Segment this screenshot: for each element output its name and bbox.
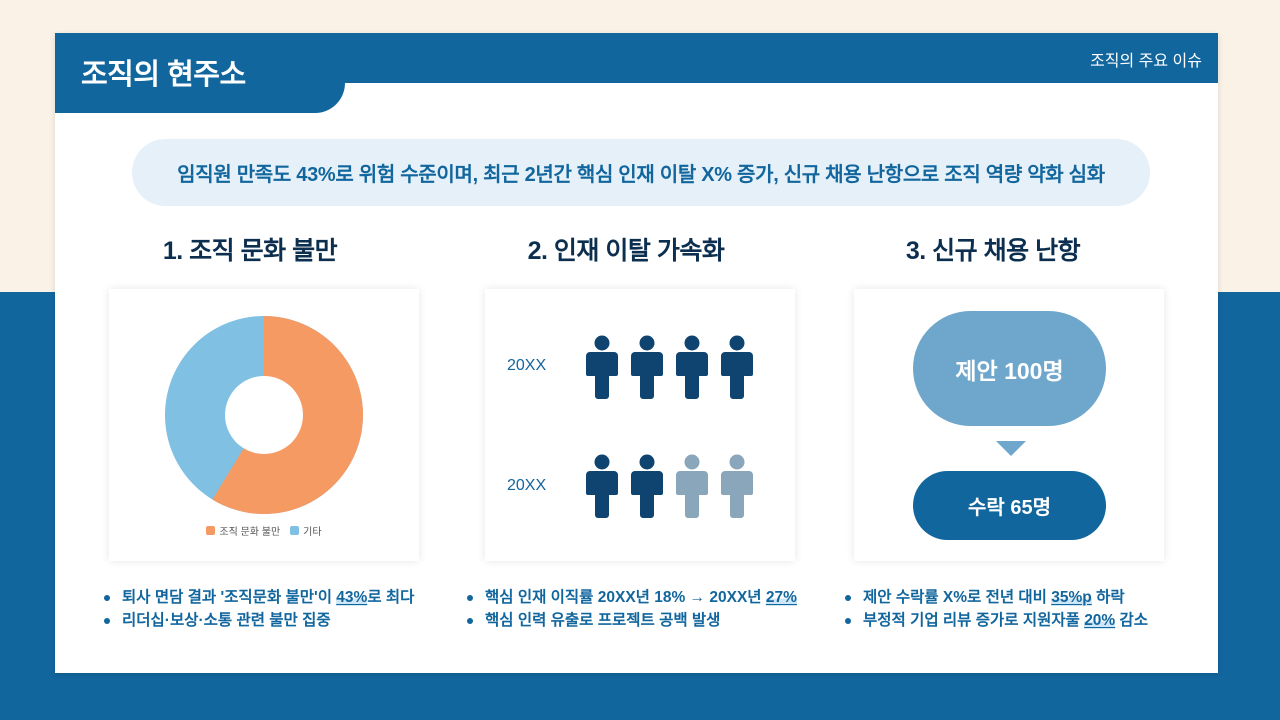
header-title-tab [55, 33, 345, 113]
bullet-item: 핵심 인재 이직률 20XX년 18% → 20XX년 27% [463, 586, 797, 609]
highlight-value: 35%p [1051, 589, 1092, 606]
attrition-card: 20XX 20XX [485, 289, 795, 561]
legend-swatch-blue [290, 526, 300, 535]
highlight-value: 20% [1084, 612, 1116, 629]
slide: 조직의 현주소 조직의 주요 이슈 임직원 만족도 43%로 위험 수준이며, … [55, 33, 1218, 673]
legend-item-other: 기타 [290, 523, 322, 538]
donut-chart [165, 316, 363, 514]
year-label: 20XX [507, 477, 547, 494]
person-icon [586, 454, 618, 518]
highlight-value: 43% [336, 589, 368, 606]
column-title-hiring: 3. 신규 채용 난항 [905, 237, 1081, 265]
legend-label: 조직 문화 불만 [219, 527, 281, 538]
legend-item-culture: 조직 문화 불만 [206, 523, 280, 538]
offer-pill: 제안 100명 [913, 311, 1106, 426]
people-row-after [586, 454, 753, 518]
bullet-item: 부정적 기업 리뷰 증가로 지원자풀 20% 감소 [841, 609, 1148, 632]
column-title-culture: 1. 조직 문화 불만 [162, 237, 338, 265]
bullet-item: 핵심 인력 유출로 프로젝트 공백 발생 [463, 609, 797, 632]
culture-bullets: 퇴사 면담 결과 '조직문화 불만'이 43%로 최다 리더십·보상·소통 관련… [100, 586, 414, 632]
person-icon-faded [721, 454, 753, 518]
section-label: 조직의 주요 이슈 [1090, 53, 1202, 70]
person-icon [676, 335, 708, 399]
accept-pill: 수락 65명 [913, 471, 1106, 540]
year-label: 20XX [507, 357, 547, 374]
person-icon [586, 335, 618, 399]
column-title-attrition: 2. 인재 이탈 가속화 [527, 237, 725, 265]
hiring-card: 제안 100명 수락 65명 [854, 289, 1164, 561]
legend-label: 기타 [303, 527, 322, 538]
legend-swatch-orange [206, 526, 216, 535]
arrow-down-icon [996, 441, 1026, 456]
person-icon [721, 335, 753, 399]
highlight-value: 27% [765, 589, 797, 606]
culture-chart-card: 43% 조직 문화 불만 기타 [109, 289, 419, 561]
bullet-item: 퇴사 면담 결과 '조직문화 불만'이 43%로 최다 [100, 586, 414, 609]
person-icon-faded [676, 454, 708, 518]
hiring-bullets: 제안 수락률 X%로 전년 대비 35%p 하락 부정적 기업 리뷰 증가로 지… [841, 586, 1148, 632]
attrition-bullets: 핵심 인재 이직률 20XX년 18% → 20XX년 27% 핵심 인력 유출… [463, 586, 797, 632]
person-icon [631, 454, 663, 518]
people-row-before [586, 335, 753, 399]
bullet-item: 제안 수락률 X%로 전년 대비 35%p 하락 [841, 586, 1148, 609]
person-icon [631, 335, 663, 399]
page-title: 조직의 현주소 [81, 59, 246, 91]
bullet-item: 리더십·보상·소통 관련 불만 집중 [100, 609, 414, 632]
summary-banner: 임직원 만족도 43%로 위험 수준이며, 최근 2년간 핵심 인재 이탈 X%… [132, 139, 1150, 206]
donut-value-label: 43% [251, 395, 294, 418]
chart-legend: 조직 문화 불만 기타 [109, 523, 419, 538]
